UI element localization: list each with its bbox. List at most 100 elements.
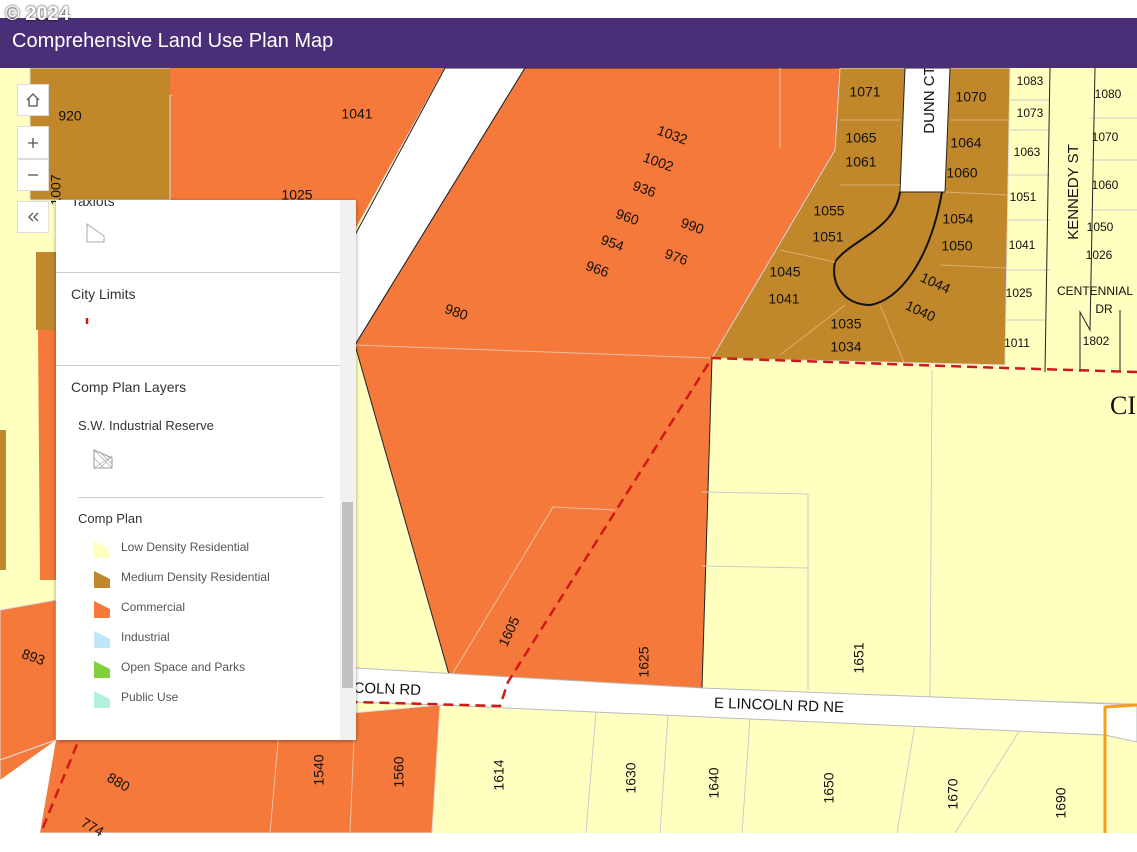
parcel-label: 1070 (955, 89, 986, 105)
street-label: KENNEDY ST (1065, 144, 1082, 240)
parcel-label: 1007 (48, 174, 64, 205)
parcel-label: 966 (584, 257, 612, 280)
parcel-label: 1071 (849, 84, 880, 100)
parcel-label: 1041 (768, 291, 799, 307)
legend-swatch (94, 691, 110, 708)
road (0, 740, 56, 833)
collapse-button[interactable] (17, 201, 49, 233)
commercial-parcels (0, 599, 57, 761)
parcel-label: 1051 (812, 229, 843, 245)
legend-heading: City Limits (71, 286, 136, 302)
scroll-thumb[interactable] (342, 502, 353, 688)
commercial-parcels (38, 330, 56, 580)
legend-heading: Taxlots (71, 200, 115, 209)
parcel-label: 980 (443, 300, 471, 323)
street-label: CENTENNIAL (1057, 284, 1133, 298)
swatch-shape (94, 631, 110, 648)
parcel-label: 1060 (946, 165, 977, 181)
swatch-shape (94, 601, 110, 618)
divider (56, 365, 340, 366)
street-label: CI (1110, 391, 1136, 420)
parcel-label: 1073 (1017, 106, 1044, 120)
legend-label: Public Use (121, 690, 179, 704)
parcel-label: 1690 (1053, 787, 1069, 818)
parcel-label: 1050 (941, 238, 972, 254)
legend-subheading: Comp Plan (78, 511, 143, 526)
parcel-label: 1041 (1009, 238, 1036, 252)
parcel-label: 1060 (1092, 178, 1119, 192)
parcel-label: 1540 (311, 754, 327, 785)
legend-label: Commercial (121, 600, 186, 614)
scrollbar[interactable] (340, 200, 356, 740)
swatch-shape (94, 541, 110, 558)
hatch-icon (93, 449, 113, 469)
parcel-label: 1050 (1087, 220, 1114, 234)
legend-label: Low Density Residential (121, 540, 250, 554)
parcel-label: 936 (631, 177, 659, 200)
parcel-label: 1035 (830, 316, 861, 332)
legend-label: Open Space and Parks (121, 660, 246, 674)
parcel-lines (779, 119, 1009, 366)
parcel-label: 1063 (1014, 145, 1041, 159)
legend-label: Industrial (121, 630, 170, 644)
parcel-label: 1026 (1086, 248, 1113, 262)
road-edge (1044, 67, 1051, 373)
zoom-out-button[interactable] (17, 159, 49, 191)
parcel-label: 1670 (945, 778, 961, 809)
street-label: E LINCOLN RD NE (714, 695, 845, 717)
parcel-label: 1064 (950, 135, 981, 151)
parcel-label: 920 (58, 108, 82, 124)
parcel-label: 1080 (1095, 87, 1122, 101)
medium-density-parcels (36, 252, 56, 330)
legend-panel: Taxlots City Limits Comp Plan Layers S.W… (56, 200, 356, 740)
plus-icon (28, 138, 38, 148)
medium-density-parcels (0, 430, 6, 570)
parcel-label: 1802 (1083, 334, 1110, 348)
parcel-label: 960 (614, 205, 642, 228)
street-label: DR (1095, 302, 1113, 316)
boundary (1103, 703, 1137, 833)
road-edge (1079, 67, 1096, 372)
parcel-label: 1061 (845, 154, 876, 170)
parcel-label: 1614 (491, 759, 507, 790)
legend-swatch (94, 541, 110, 558)
city-limits-icon (85, 318, 89, 324)
parcel-label: 1051 (1010, 190, 1037, 204)
commercial-parcels (170, 68, 445, 95)
parcel-label: 1651 (851, 642, 867, 673)
legend-subheading: S.W. Industrial Reserve (78, 418, 214, 433)
parcel-label: 990 (679, 214, 707, 237)
parcel-label: 976 (663, 245, 691, 268)
parcel-label: 1630 (623, 762, 639, 793)
home-button[interactable] (17, 84, 49, 116)
legend-swatch (94, 601, 110, 618)
parcel-label: 1034 (830, 339, 861, 355)
collapse-icon (28, 212, 39, 222)
copyright: © 2024 (5, 3, 70, 25)
parcel-label: 954 (599, 231, 627, 254)
parcel-label: 893 (20, 645, 48, 668)
legend-swatch (94, 631, 110, 648)
parcel-label: 1070 (1092, 130, 1119, 144)
parcel-label: 1011 (1004, 336, 1030, 350)
parcel-label: 1045 (769, 264, 800, 280)
parcel-label: 1041 (341, 106, 372, 122)
parcel-label: 1025 (281, 187, 312, 203)
swatch-shape (94, 661, 110, 678)
parcel-label: 1065 (845, 130, 876, 146)
city-limits (354, 356, 1137, 708)
cul-de-sac (833, 191, 943, 307)
parcel-label: 1055 (813, 203, 844, 219)
parcel-label: 1083 (1017, 74, 1044, 88)
legend-swatch (94, 661, 110, 678)
footer-blank (0, 833, 1137, 852)
parcel-label: 1650 (821, 772, 837, 803)
home-icon (26, 93, 40, 107)
parcel-label: 1025 (1006, 286, 1033, 300)
zoom-in-button[interactable] (17, 126, 49, 159)
legend-label: Medium Density Residential (121, 570, 270, 584)
parcel-line (449, 506, 616, 679)
swatch-shape (94, 691, 110, 708)
parcel-label: 1640 (706, 767, 722, 798)
